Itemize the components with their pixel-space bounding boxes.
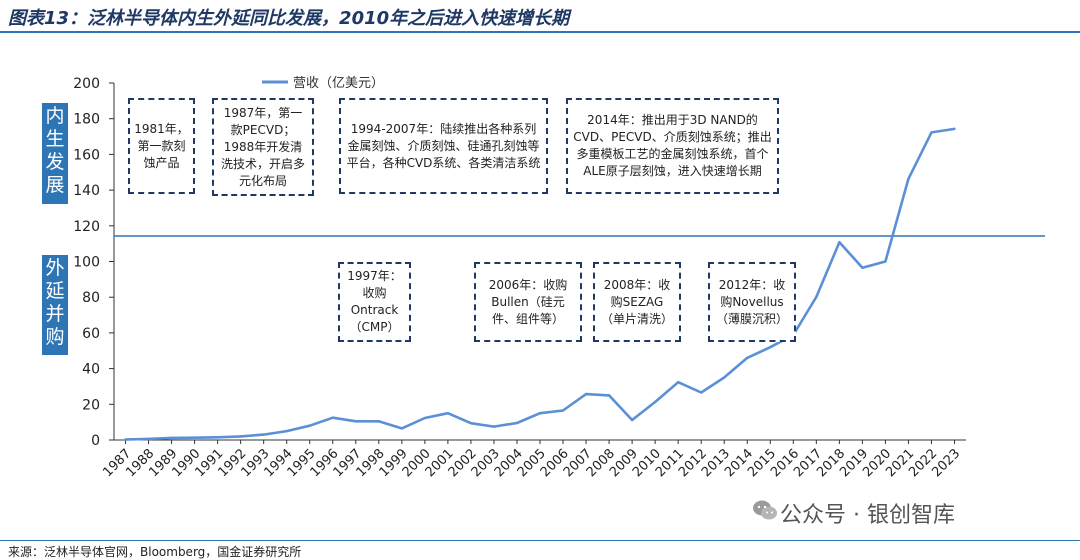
data-point bbox=[124, 438, 127, 441]
data-point bbox=[699, 391, 703, 394]
y-tick-label: 0 bbox=[91, 433, 100, 449]
x-axis: 1987198819891990199119921993199419951996… bbox=[100, 439, 966, 480]
organic-char: 生 bbox=[45, 128, 65, 150]
acquisition-char: 购 bbox=[45, 326, 65, 348]
data-point bbox=[216, 436, 219, 439]
y-axis: 0 20 40 60 80 100 120 140 160 180 200 bbox=[73, 76, 115, 449]
figure-title: 图表13：泛林半导体内生外延同比发展，2010年之后进入快速增长期 bbox=[8, 8, 570, 29]
data-point bbox=[838, 241, 841, 244]
series-layer bbox=[124, 127, 956, 441]
annotation-1997: 1997年：收购Ontrack（CMP） bbox=[338, 262, 411, 342]
y-tick-label: 100 bbox=[73, 255, 100, 271]
data-point bbox=[538, 412, 542, 415]
data-point bbox=[170, 436, 173, 440]
data-point bbox=[193, 436, 196, 439]
acquisition-char: 外 bbox=[45, 257, 65, 279]
data-point bbox=[653, 400, 657, 404]
data-point bbox=[953, 127, 956, 131]
revenue-line-chart: 0 20 40 60 80 100 120 140 160 180 200 198719881989… bbox=[73, 76, 1045, 480]
data-point bbox=[746, 356, 749, 360]
annotation-1981: 1981年，第一款刻蚀产品 bbox=[128, 98, 195, 194]
y-tick-label: 40 bbox=[82, 362, 100, 378]
data-point bbox=[469, 422, 473, 425]
title-rule bbox=[0, 31, 1080, 33]
data-point bbox=[285, 429, 288, 433]
y-tick-label: 60 bbox=[82, 326, 100, 342]
data-point bbox=[492, 425, 496, 428]
organic-char: 内 bbox=[45, 105, 65, 127]
legend-label: 营收（亿美元） bbox=[293, 76, 384, 91]
y-tick-label: 160 bbox=[73, 147, 100, 163]
data-point bbox=[308, 424, 311, 427]
data-point bbox=[147, 437, 150, 441]
data-point bbox=[676, 380, 680, 384]
data-point bbox=[400, 427, 404, 430]
y-tick-label: 180 bbox=[73, 112, 100, 128]
data-point bbox=[262, 433, 265, 436]
data-point bbox=[354, 420, 357, 423]
data-point bbox=[446, 412, 450, 415]
data-point bbox=[584, 392, 588, 396]
source-note: 来源：泛林半导体官网，Bloomberg，国金证券研究所 bbox=[8, 545, 302, 559]
data-point bbox=[515, 421, 519, 425]
data-point bbox=[561, 409, 565, 412]
data-point bbox=[423, 416, 427, 420]
data-point bbox=[884, 260, 887, 263]
annotation-2012: 2012年：收购Novellus（薄膜沉积） bbox=[708, 262, 796, 342]
organic-growth-label: 内 生 发 展 bbox=[42, 103, 68, 204]
data-point bbox=[239, 435, 242, 438]
data-point bbox=[723, 376, 726, 379]
organic-char: 发 bbox=[45, 151, 65, 173]
annotation-2006: 2006年：收购Bullen（硅元件、组件等） bbox=[474, 262, 582, 342]
data-point bbox=[907, 177, 910, 181]
data-point bbox=[815, 295, 818, 299]
y-tick-label: 120 bbox=[73, 219, 100, 235]
data-point bbox=[377, 420, 381, 423]
annotation-1994: 1994-2007年：陆续推出各种系列金属刻蚀、介质刻蚀、硅通孔刻蚀等平台，各种… bbox=[339, 98, 548, 194]
acquisition-label: 外 延 并 购 bbox=[42, 255, 68, 355]
y-tick-label: 200 bbox=[73, 76, 100, 92]
y-tick-label: 80 bbox=[82, 290, 100, 306]
acquisition-char: 延 bbox=[45, 280, 65, 302]
legend: 营收（亿美元） bbox=[262, 76, 384, 91]
data-point bbox=[861, 266, 864, 269]
bottom-rule bbox=[0, 540, 1080, 541]
data-point bbox=[930, 131, 933, 134]
watermark-text: 公众号 · 银创智库 bbox=[780, 503, 955, 528]
annotation-2014: 2014年：推出用于3D NAND的CVD、PECVD、介质刻蚀系统；推出多重模… bbox=[566, 98, 779, 194]
organic-char: 展 bbox=[45, 174, 65, 196]
y-tick-label: 140 bbox=[73, 183, 100, 199]
y-tick-label: 20 bbox=[82, 397, 100, 413]
wechat-icon bbox=[753, 500, 777, 520]
acquisition-char: 并 bbox=[45, 303, 65, 325]
data-point bbox=[630, 418, 634, 422]
data-point bbox=[331, 416, 334, 419]
data-point bbox=[607, 394, 611, 397]
annotation-2008: 2008年：收购SEZAG（单片清洗） bbox=[593, 262, 681, 342]
data-point bbox=[769, 345, 772, 349]
annotation-1987: 1987年，第一款PECVD；1988年开发清洗技术，开启多元化布局 bbox=[212, 98, 314, 196]
